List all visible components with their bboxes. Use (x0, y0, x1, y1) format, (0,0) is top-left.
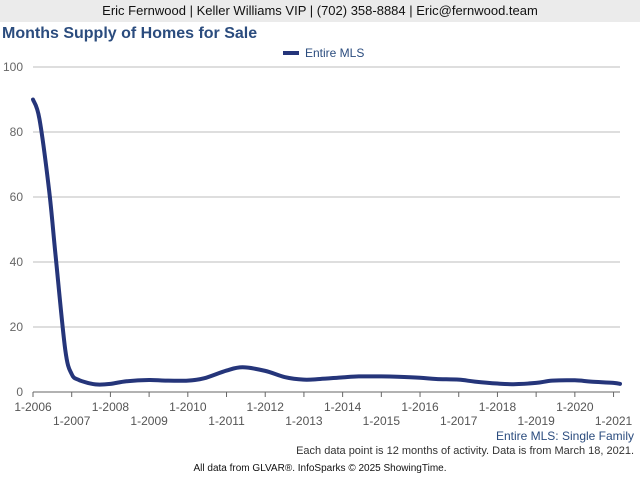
y-tick-label: 100 (3, 60, 23, 74)
chart-subtitle: Entire MLS: Single Family (495, 429, 634, 443)
x-tick-label: 1-2012 (247, 400, 285, 414)
y-tick-label: 80 (10, 125, 24, 139)
legend-label: Entire MLS (305, 46, 365, 60)
x-tick-label: 1-2020 (556, 400, 594, 414)
x-tick-label: 1-2010 (169, 400, 207, 414)
x-tick-label: 1-2007 (53, 414, 91, 428)
line-chart: 0204060801001-20061-20071-20081-20091-20… (3, 60, 633, 428)
chart-title: Months Supply of Homes for Sale (2, 25, 258, 42)
x-tick-label: 1-2018 (479, 400, 517, 414)
source-footer: All data from GLVAR®. InfoSparks © 2025 … (193, 463, 447, 474)
x-tick-label: 1-2014 (324, 400, 362, 414)
x-tick-label: 1-2011 (208, 414, 245, 428)
legend-swatch (283, 51, 299, 55)
y-tick-label: 0 (16, 385, 23, 399)
x-tick-label: 1-2006 (14, 400, 52, 414)
series-line-entire-mls (31, 97, 622, 387)
y-tick-label: 40 (10, 255, 24, 269)
x-tick-label: 1-2019 (517, 414, 555, 428)
x-tick-label: 1-2013 (285, 414, 323, 428)
x-tick-label: 1-2008 (92, 400, 130, 414)
x-tick-label: 1-2009 (130, 414, 168, 428)
x-tick-label: 1-2015 (363, 414, 401, 428)
y-tick-label: 20 (10, 320, 24, 334)
y-tick-label: 60 (10, 190, 24, 204)
contact-header: Eric Fernwood | Keller Williams VIP | (7… (0, 0, 640, 22)
x-tick-label: 1-2021 (595, 414, 633, 428)
x-tick-label: 1-2016 (401, 400, 439, 414)
legend: Entire MLS (283, 46, 364, 60)
data-note: Each data point is 12 months of activity… (296, 445, 634, 457)
x-tick-label: 1-2017 (440, 414, 478, 428)
